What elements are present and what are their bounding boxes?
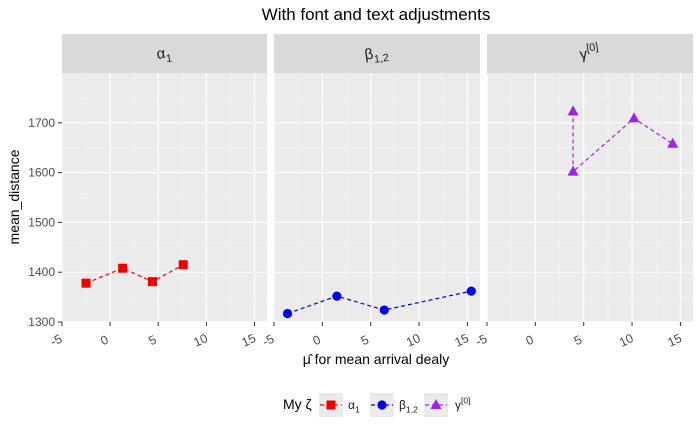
x-tick-label: -5 bbox=[48, 332, 64, 349]
x-tick-label: 5 bbox=[146, 333, 158, 349]
legend-label: γ[0] bbox=[455, 396, 471, 412]
data-point bbox=[628, 112, 640, 123]
facet-panel: β1,2 -5 0 5 10 15 bbox=[260, 34, 480, 350]
x-tick-label: 0 bbox=[311, 333, 323, 349]
facet-label: α1 bbox=[155, 44, 172, 66]
data-point bbox=[667, 137, 679, 148]
legend-marker bbox=[377, 400, 387, 410]
series-line bbox=[287, 290, 472, 315]
facet-panel: γ[0] -5 0 5 10 15 bbox=[473, 34, 693, 350]
legend-label: α1 bbox=[348, 398, 360, 415]
y-tick-label: 1400 bbox=[28, 265, 55, 279]
legend-label: β1,2 bbox=[399, 398, 418, 415]
data-point bbox=[118, 263, 128, 273]
data-point bbox=[567, 165, 579, 176]
x-tick-label: 15 bbox=[240, 331, 259, 350]
chart-title: With font and text adjustments bbox=[262, 5, 491, 24]
y-axis-label: mean_distance bbox=[6, 149, 22, 244]
data-point bbox=[379, 305, 389, 315]
legend-title: My ζ bbox=[283, 396, 312, 412]
data-point bbox=[282, 308, 293, 319]
x-tick-label: 10 bbox=[404, 331, 423, 350]
facet-strip bbox=[274, 34, 480, 73]
x-tick-label: 0 bbox=[524, 333, 536, 349]
x-tick-label: 10 bbox=[617, 331, 636, 350]
facet-label: γ[0] bbox=[578, 41, 600, 63]
facet-strip bbox=[62, 34, 267, 73]
legend-marker bbox=[326, 400, 336, 410]
legend-marker bbox=[430, 399, 442, 409]
x-tick-label: -5 bbox=[473, 332, 489, 349]
x-tick-label: 0 bbox=[98, 333, 110, 349]
y-tick-label: 1600 bbox=[28, 166, 55, 180]
data-point bbox=[332, 291, 342, 301]
facet-panel: α1 -5 0 5 10 15 bbox=[48, 34, 267, 350]
x-tick-label: 15 bbox=[665, 331, 684, 350]
data-point bbox=[466, 286, 476, 296]
y-tick-label: 1500 bbox=[28, 215, 55, 229]
legend: My ζ α1 β1,2 γ[0] bbox=[283, 393, 471, 417]
data-point bbox=[178, 260, 188, 270]
data-point bbox=[567, 105, 579, 116]
x-tick-label: 5 bbox=[572, 333, 584, 349]
x-tick-label: 5 bbox=[359, 333, 371, 349]
x-tick-label: 15 bbox=[452, 331, 471, 350]
facet-strip bbox=[487, 34, 693, 73]
series-line bbox=[572, 111, 674, 173]
y-tick-label: 1700 bbox=[28, 116, 55, 130]
y-tick-label: 1300 bbox=[28, 315, 55, 329]
x-tick-label: 10 bbox=[191, 331, 210, 350]
data-point bbox=[81, 278, 91, 288]
x-axis-label: μ̂ for mean arrival dealy bbox=[303, 351, 450, 367]
facet-label: β1,2 bbox=[363, 43, 389, 67]
data-point bbox=[147, 277, 157, 287]
x-tick-label: -5 bbox=[260, 332, 276, 349]
